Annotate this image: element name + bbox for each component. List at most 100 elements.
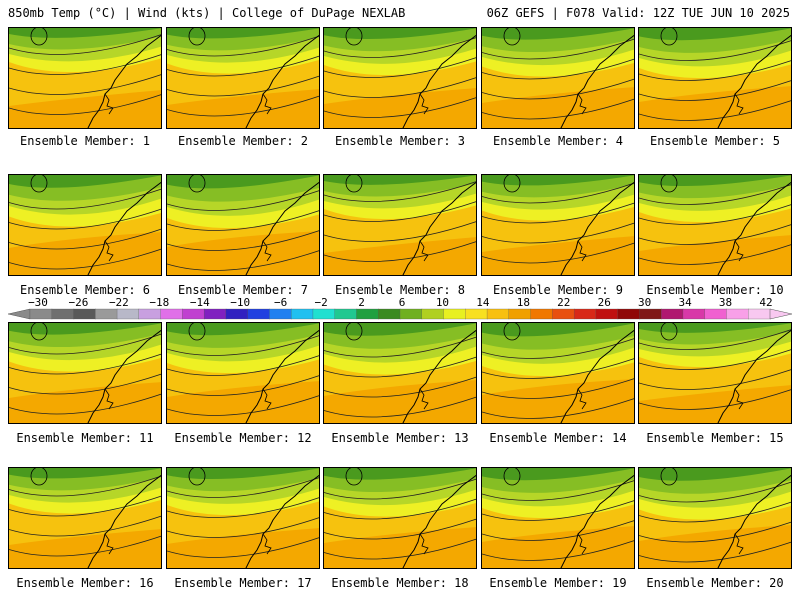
ensemble-map-panel [481,27,635,129]
colorbar-swatch [291,308,314,320]
ensemble-map-panel [8,467,162,569]
ensemble-member-label: Ensemble Member: 15 [646,431,784,445]
colorbar-swatch [726,308,749,320]
temperature-map [324,468,476,568]
colorbar-swatch [160,308,184,320]
colorbar-swatch [682,308,706,320]
colorbar-swatch [595,308,619,320]
ensemble-map-panel [323,322,477,424]
temperature-map [639,468,791,568]
ensemble-map-panel [8,27,162,129]
chart-title: 850mb Temp (°C) | Wind (kts) | College o… [8,6,406,20]
temperature-map [167,28,319,128]
colorbar-swatch [73,308,96,320]
temperature-map [639,28,791,128]
ensemble-member-label: Ensemble Member: 5 [649,134,781,148]
colorbar-tick-label: −30 [28,296,48,309]
ensemble-map-panel [638,174,792,276]
ensemble-member-label: Ensemble Member: 12 [174,431,312,445]
ensemble-member-label: Ensemble Member: 17 [174,576,312,590]
colorbar-tick-label: 10 [435,296,450,309]
colorbar-swatch [704,308,728,320]
temperature-map [167,175,319,275]
colorbar-tick-label: 26 [597,296,611,309]
temperature-map [482,468,634,568]
colorbar-tick-label: 6 [398,296,406,309]
colorbar-swatch [573,308,597,320]
colorbar-swatch [51,308,75,320]
colorbar-swatch [399,308,423,320]
colorbar-tick-label: 34 [678,296,692,309]
temperature-map [482,175,634,275]
colorbar-arrow-low [8,308,31,320]
ensemble-map-panel [481,467,635,569]
ensemble-member-label: Ensemble Member: 9 [492,283,624,297]
model-run-info: 06Z GEFS | F078 Valid: 12Z TUE JUN 10 20… [486,6,790,20]
temperature-map [324,323,476,423]
temperature-map [639,323,791,423]
ensemble-map-panel [166,322,320,424]
colorbar-swatch [639,308,662,320]
ensemble-map-panel [323,174,477,276]
colorbar-swatch [312,308,336,320]
colorbar-swatch [116,308,140,320]
colorbar-swatch [486,308,510,320]
colorbar-tick-label: −6 [274,296,288,309]
colorbar-tick-label: −10 [230,296,251,309]
colorbar-swatch [203,308,227,320]
ensemble-member-label: Ensemble Member: 19 [489,576,627,590]
colorbar-swatch [552,308,575,320]
colorbar-tick-label: 42 [759,296,773,309]
colorbar-swatch [443,308,466,320]
ensemble-map-panel [638,467,792,569]
ensemble-map-panel [166,174,320,276]
ensemble-map-panel [8,174,162,276]
colorbar-tick-label: 22 [557,296,571,309]
colorbar-swatch [247,308,271,320]
temperature-map [9,175,161,275]
colorbar-swatch [334,308,358,320]
ensemble-member-label: Ensemble Member: 10 [646,283,784,297]
colorbar-swatch [421,308,445,320]
ensemble-member-label: Ensemble Member: 18 [331,576,469,590]
ensemble-member-label: Ensemble Member: 2 [177,134,309,148]
ensemble-member-label: Ensemble Member: 7 [177,283,309,297]
colorbar-tick-label: 2 [358,296,365,309]
ensemble-member-label: Ensemble Member: 16 [16,576,154,590]
colorbar-swatch [225,308,249,320]
ensemble-member-label: Ensemble Member: 13 [331,431,469,445]
colorbar-tick-label: 18 [516,296,530,309]
temperature-map [482,28,634,128]
colorbar-swatch [661,308,684,320]
colorbar-arrow-high [769,308,792,320]
colorbar-swatch [617,308,641,320]
temperature-map [167,468,319,568]
ensemble-map-panel [8,322,162,424]
temperature-map [167,323,319,423]
ensemble-member-label: Ensemble Member: 14 [489,431,627,445]
temperature-colorbar [8,308,792,320]
temperature-map [324,28,476,128]
colorbar-tick-label: −14 [189,296,210,309]
ensemble-map-panel [481,174,635,276]
colorbar-swatch [182,308,205,320]
colorbar-tick-label: −22 [108,296,129,309]
ensemble-map-panel [166,27,320,129]
colorbar-tick-label: −18 [149,296,170,309]
ensemble-member-label: Ensemble Member: 11 [16,431,154,445]
colorbar-tick-label: −26 [68,296,89,309]
temperature-map [9,323,161,423]
colorbar-swatch [356,308,379,320]
temperature-map [9,28,161,128]
colorbar-swatch [378,308,401,320]
colorbar-swatch [138,308,162,320]
ensemble-map-panel [323,27,477,129]
colorbar-swatch [95,308,118,320]
ensemble-member-label: Ensemble Member: 4 [492,134,624,148]
ensemble-map-panel [638,322,792,424]
colorbar-tick-label: 14 [476,296,490,309]
colorbar-swatch [465,308,488,320]
colorbar-swatch [269,308,292,320]
colorbar-swatch [748,308,771,320]
colorbar-tick-label: 38 [718,296,733,309]
